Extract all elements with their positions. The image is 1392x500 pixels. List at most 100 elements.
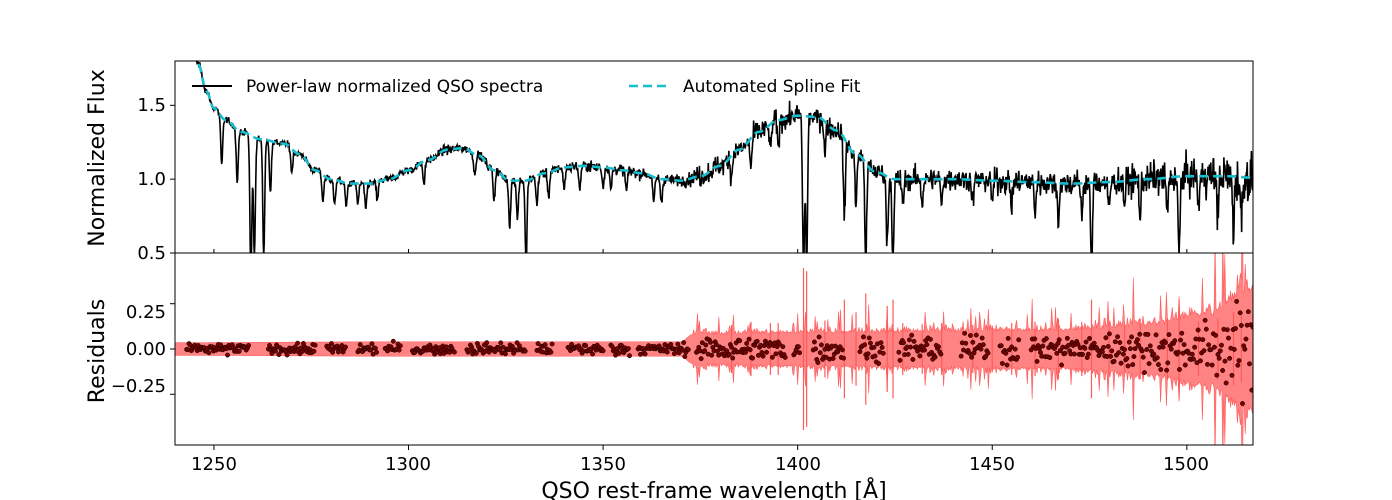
residual-point	[969, 354, 975, 360]
residual-point	[1151, 351, 1157, 357]
bottom-ytick-label: 0.25	[126, 302, 166, 323]
residual-point	[1101, 344, 1107, 350]
residual-point	[1198, 358, 1203, 364]
residual-point	[1139, 348, 1145, 354]
residual-point	[1141, 370, 1147, 376]
residual-point	[1219, 342, 1224, 348]
residual-point	[1130, 362, 1136, 367]
residual-point	[865, 351, 871, 357]
residual-point	[295, 340, 301, 346]
residual-point	[569, 341, 575, 347]
residual-point	[218, 342, 223, 348]
residual-point	[962, 330, 968, 336]
residual-point	[1146, 361, 1152, 367]
residual-point	[469, 344, 474, 350]
residual-point	[1242, 346, 1248, 352]
residual-point	[1208, 347, 1214, 353]
residual-point	[832, 343, 838, 349]
residual-point	[1155, 362, 1161, 367]
residual-point	[1087, 335, 1093, 341]
residual-point	[1249, 387, 1253, 393]
residual-point	[1066, 342, 1071, 348]
residual-point	[1132, 346, 1138, 352]
residual-point	[1080, 351, 1085, 357]
residual-point	[1166, 332, 1172, 338]
residual-point	[917, 353, 923, 359]
residual-point	[963, 340, 969, 346]
residual-point	[866, 335, 872, 341]
residual-point	[908, 344, 913, 350]
residual-point	[1209, 362, 1215, 368]
residual-point	[397, 343, 403, 349]
residual-point	[1005, 335, 1011, 341]
top-y-tick-labels: 0.5 1.0 1.5	[137, 95, 166, 264]
residual-point	[1168, 346, 1174, 352]
residual-point	[713, 342, 719, 348]
residual-point	[1182, 362, 1188, 368]
residual-point	[750, 355, 755, 361]
top-y-axis-label: Normalized Flux	[85, 69, 110, 246]
residual-point	[625, 346, 631, 351]
residual-point	[671, 351, 677, 357]
residual-point	[1216, 355, 1222, 361]
xtick-label: 1350	[580, 454, 626, 475]
x-axis-label: QSO rest-frame wavelength [Å]	[541, 477, 886, 500]
residual-point	[760, 353, 766, 359]
top-ytick-label: 1.0	[137, 169, 166, 190]
xtick-label: 1400	[775, 454, 821, 475]
residual-point	[276, 352, 282, 358]
residual-point	[272, 348, 278, 354]
residual-point	[932, 354, 938, 360]
residual-point	[1034, 358, 1040, 364]
residual-point	[682, 354, 688, 360]
residual-point	[369, 341, 375, 347]
residual-point	[1012, 346, 1018, 352]
residual-point	[1160, 344, 1166, 350]
residual-point	[1047, 355, 1053, 360]
residual-point	[979, 335, 985, 341]
residual-point	[830, 356, 836, 361]
residual-point	[1105, 344, 1111, 349]
residual-point	[1175, 349, 1181, 355]
residual-point	[729, 344, 734, 350]
residual-point	[549, 341, 555, 347]
residual-point	[484, 340, 490, 346]
residual-point	[938, 351, 944, 357]
residual-point	[1212, 344, 1217, 350]
residual-point	[983, 354, 989, 359]
residual-point	[702, 348, 708, 354]
residual-point	[708, 339, 713, 345]
residual-point	[1145, 332, 1151, 337]
residual-point	[860, 334, 866, 340]
residual-point	[1116, 350, 1122, 356]
residual-point	[267, 342, 273, 348]
residual-point	[878, 340, 884, 346]
residual-point	[1223, 380, 1229, 386]
residual-point	[924, 342, 930, 348]
residual-point	[841, 355, 847, 361]
residual-point	[909, 332, 915, 338]
residual-point	[776, 341, 782, 347]
residual-point	[1115, 334, 1121, 340]
x-tick-labels: 1250 1300 1350 1400 1450 1500	[191, 454, 1209, 475]
residual-point	[1118, 360, 1124, 366]
residual-point	[1233, 326, 1238, 331]
residual-point	[1009, 344, 1015, 350]
residual-point	[1237, 310, 1243, 316]
residual-point	[864, 355, 870, 361]
residual-point	[1206, 342, 1212, 348]
residual-point	[1056, 337, 1062, 343]
residual-point	[1226, 335, 1231, 341]
residual-point	[978, 346, 984, 352]
residual-point	[1205, 361, 1210, 367]
residual-point	[206, 350, 212, 356]
residual-point	[1071, 351, 1077, 357]
residual-point	[797, 350, 803, 356]
xtick-label: 1250	[191, 454, 237, 475]
residual-point	[1231, 346, 1237, 352]
legend-label-spline: Automated Spline Fit	[683, 77, 861, 97]
residual-point	[1202, 317, 1208, 323]
residual-point	[681, 340, 687, 346]
residual-point	[685, 347, 691, 353]
residual-point	[1140, 354, 1146, 360]
